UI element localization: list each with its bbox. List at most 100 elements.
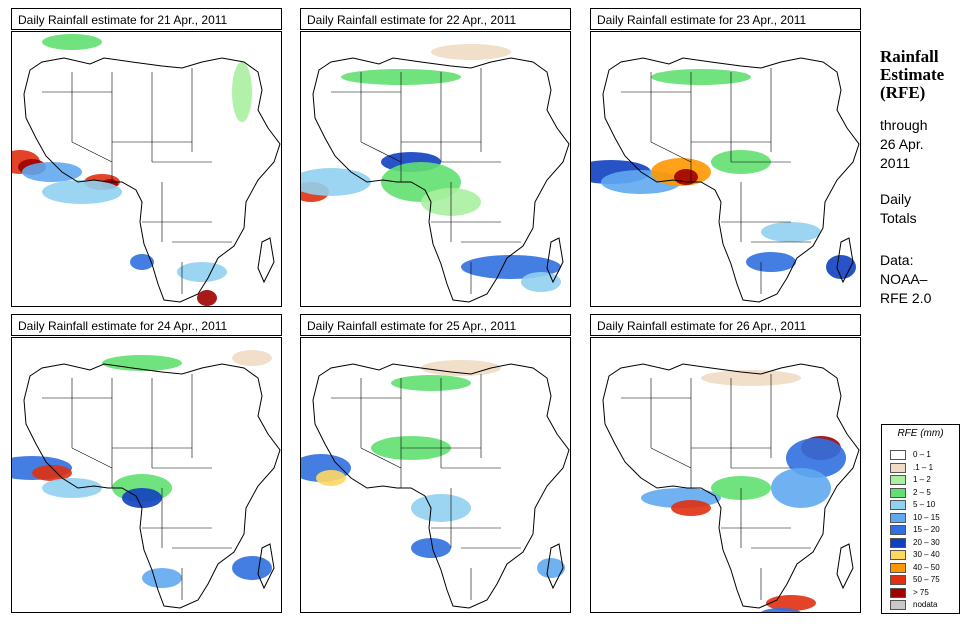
- rainfall-area: [316, 470, 346, 486]
- legend-swatch: [890, 487, 906, 498]
- rainfall-map-26-apr: [590, 337, 861, 613]
- side-title-line: (RFE): [880, 83, 926, 102]
- rfe-legend: RFE (mm) 0 – 1 .1 – 1 1 – 2 2 – 5 5 – 10 10 –…: [881, 424, 960, 614]
- country-borders: [621, 374, 811, 600]
- legend-item: .1 – 1: [890, 462, 958, 473]
- legend-swatch: [890, 500, 906, 510]
- data-source-line: NOAA–: [880, 271, 928, 287]
- legend-label: 20 – 30: [913, 537, 940, 547]
- rainfall-area: [232, 350, 272, 366]
- legend-item: 30 – 40: [890, 549, 958, 560]
- rainfall-area: [122, 488, 162, 508]
- legend-title: RFE (mm): [897, 428, 944, 439]
- legend-swatch: [890, 550, 906, 560]
- legend-item: 0 – 1: [890, 449, 958, 460]
- legend-swatch: [890, 562, 906, 573]
- legend-swatch: [890, 600, 906, 610]
- rainfall-area: [521, 272, 561, 292]
- madagascar-outline: [257, 543, 275, 590]
- legend-item: 5 – 10: [890, 499, 958, 510]
- side-title-line: Estimate: [880, 65, 945, 84]
- legend-swatch: [890, 462, 906, 473]
- map-canvas: [301, 360, 570, 609]
- rainfall-area: [761, 222, 821, 242]
- coastline: [23, 363, 281, 609]
- rainfall-area: [301, 168, 371, 196]
- panel-title: Daily Rainfall estimate for 24 Apr., 201…: [11, 314, 282, 336]
- map-panel-22-apr: Daily Rainfall estimate for 22 Apr., 201…: [300, 8, 571, 307]
- legend-swatch: [890, 587, 906, 598]
- rainfall-area: [32, 465, 72, 481]
- rainfall-area: [142, 568, 182, 588]
- rainfall-area: [411, 494, 471, 522]
- map-canvas: [12, 34, 281, 306]
- legend-label: 1 – 2: [913, 475, 931, 484]
- data-source-text: Data: NOAA– RFE 2.0: [880, 251, 966, 308]
- totals-line: Daily: [880, 191, 912, 207]
- rainfall-area: [761, 608, 801, 612]
- data-source-line: Data:: [880, 252, 914, 268]
- legend-label: nodata: [913, 600, 938, 609]
- rainfall-area: [232, 556, 272, 580]
- side-title-line: Rainfall: [880, 47, 939, 66]
- map-panel-21-apr: Daily Rainfall estimate for 21 Apr., 201…: [11, 8, 282, 307]
- rainfall-area: [391, 375, 471, 391]
- through-label: through: [880, 117, 928, 133]
- rainfall-area: [431, 44, 511, 60]
- madagascar-outline: [546, 543, 564, 590]
- legend-swatch: [890, 512, 906, 523]
- legend-label: 30 – 40: [913, 550, 940, 559]
- rainfall-area: [674, 169, 698, 185]
- country-borders: [621, 68, 811, 294]
- legend-label: 0 – 1: [913, 450, 931, 459]
- legend-label: .1 – 1: [913, 462, 934, 472]
- through-date: 26 Apr.: [880, 136, 924, 152]
- legend-label: 10 – 15: [913, 512, 940, 522]
- panel-title: Daily Rainfall estimate for 21 Apr., 201…: [11, 8, 282, 30]
- rainfall-area: [746, 252, 796, 272]
- coastline: [602, 57, 860, 303]
- rainfall-area: [826, 255, 856, 279]
- map-panel-25-apr: Daily Rainfall estimate for 25 Apr., 201…: [300, 314, 571, 613]
- rainfall-area: [232, 62, 252, 122]
- legend-item: 40 – 50: [890, 562, 958, 573]
- rainfall-area: [197, 290, 217, 306]
- legend-label: 40 – 50: [913, 562, 940, 572]
- legend-label: 5 – 10: [913, 500, 936, 509]
- side-title: Rainfall Estimate (RFE): [880, 48, 965, 102]
- rainfall-area: [177, 262, 227, 282]
- rainfall-area: [102, 355, 182, 371]
- country-borders: [42, 68, 232, 294]
- rainfall-area: [42, 34, 102, 50]
- legend-label: 15 – 20: [913, 525, 940, 534]
- map-panel-23-apr: Daily Rainfall estimate for 23 Apr., 201…: [590, 8, 861, 307]
- madagascar-outline: [546, 237, 564, 284]
- rainfall-area: [671, 500, 711, 516]
- rainfall-area: [701, 370, 801, 386]
- country-borders: [331, 374, 521, 600]
- data-source-line: RFE 2.0: [880, 290, 932, 306]
- panel-title: Daily Rainfall estimate for 23 Apr., 201…: [590, 8, 861, 30]
- madagascar-outline: [257, 237, 275, 284]
- legend-item: 10 – 15: [890, 512, 958, 523]
- rainfall-area: [421, 360, 501, 376]
- panel-title: Daily Rainfall estimate for 26 Apr., 201…: [590, 314, 861, 336]
- through-year: 2011: [880, 155, 911, 171]
- legend-item: nodata: [890, 599, 958, 610]
- legend-swatch: [890, 475, 906, 485]
- coastline: [602, 363, 860, 609]
- legend-swatch: [890, 537, 906, 548]
- coastline: [312, 363, 570, 609]
- legend-swatch: [890, 525, 906, 535]
- legend-item: 20 – 30: [890, 537, 958, 548]
- legend-label: 50 – 75: [913, 575, 940, 584]
- map-canvas: [12, 350, 281, 609]
- rainfall-area: [771, 468, 831, 508]
- legend-item: 1 – 2: [890, 474, 958, 485]
- country-borders: [331, 68, 521, 294]
- rainfall-map-21-apr: [11, 31, 282, 307]
- legend-label: 2 – 5: [913, 487, 931, 497]
- rainfall-area: [130, 254, 154, 270]
- legend-swatch: [890, 575, 906, 585]
- totals-text: Daily Totals: [880, 190, 966, 228]
